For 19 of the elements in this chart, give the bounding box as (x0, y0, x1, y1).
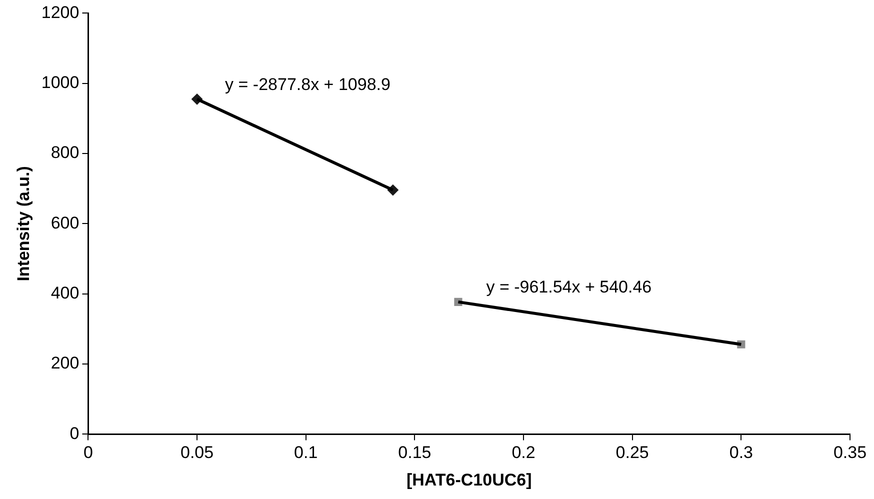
x-tick-label: 0.1 (294, 443, 318, 462)
x-axis-title: [HAT6-C10UC6] (406, 470, 532, 490)
x-tick-label: 0.05 (180, 443, 214, 462)
y-tick-label: 200 (50, 354, 80, 373)
x-tick-label: 0 (83, 443, 93, 462)
x-tick-label: 0.2 (512, 443, 536, 462)
y-tick-label: 1000 (41, 73, 80, 92)
x-tick-label: 0.35 (833, 443, 867, 462)
x-tick-label: 0.3 (729, 443, 753, 462)
y-tick-label: 600 (50, 213, 80, 232)
annotation: y = -961.54x + 540.46 (486, 278, 652, 297)
annotation: y = -2877.8x + 1098.9 (225, 74, 390, 94)
y-tick-label: 0 (70, 424, 80, 443)
y-tick-label: 1200 (41, 2, 80, 22)
y-tick-label: 400 (50, 284, 80, 303)
x-tick-label: 0.15 (398, 443, 432, 462)
x-tick-label: 0.25 (616, 443, 649, 462)
y-tick-label: 800 (50, 143, 80, 162)
y-axis-title: Intensity (a.u.) (14, 166, 33, 282)
